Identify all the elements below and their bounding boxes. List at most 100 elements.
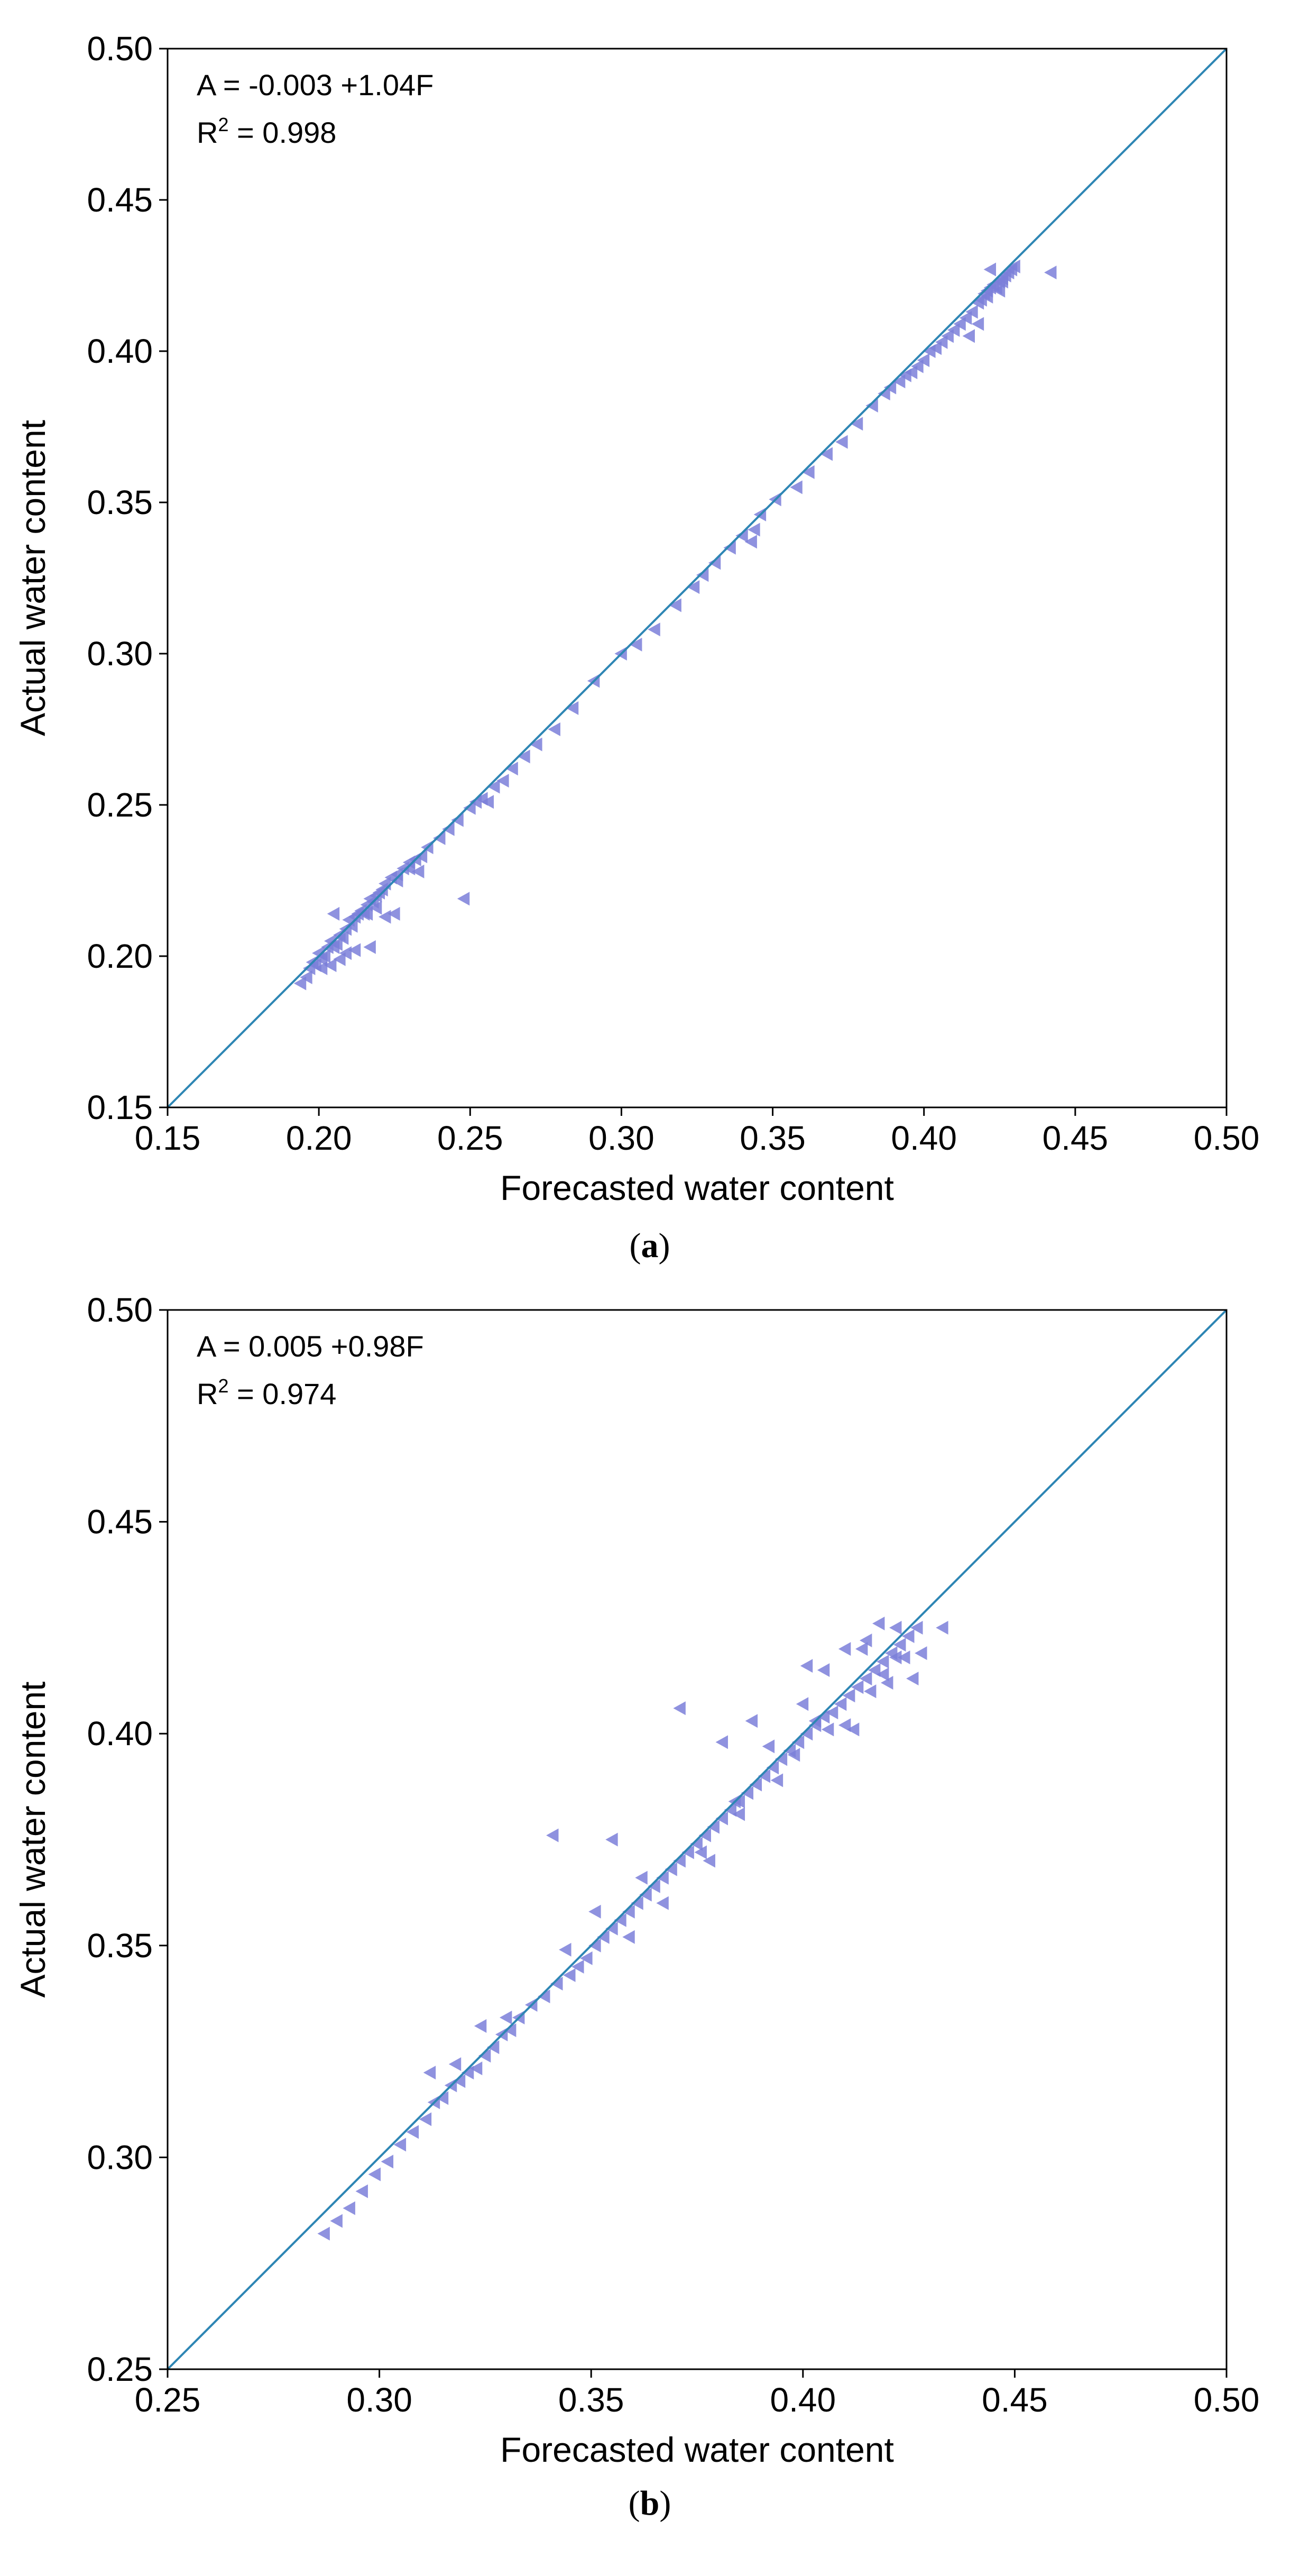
data-point	[877, 1667, 889, 1682]
panel-label-a: (a)	[630, 1226, 670, 1265]
data-point	[1044, 265, 1057, 280]
r-squared-a: R2 = 0.998	[197, 114, 336, 149]
data-point	[423, 2066, 436, 2080]
data-point	[588, 1904, 601, 1919]
data-point	[339, 946, 352, 960]
data-point	[330, 937, 343, 951]
data-point	[419, 2112, 432, 2126]
data-point	[817, 1663, 830, 1677]
data-point	[749, 1777, 762, 1792]
data-point	[614, 1913, 626, 1927]
data-point	[959, 311, 972, 325]
data-point	[442, 822, 455, 836]
data-point	[834, 1697, 847, 1711]
data-point	[883, 380, 897, 395]
x-axis-a: 0.15 0.20 0.25 0.30 0.35 0.40 0.45 0.50	[135, 1107, 1259, 1157]
data-point	[315, 961, 328, 975]
data-point	[433, 831, 446, 845]
data-point	[929, 341, 942, 355]
data-point	[388, 906, 400, 921]
data-point	[343, 2201, 355, 2215]
y-tick-label: 0.30	[87, 2138, 153, 2176]
data-point	[566, 701, 579, 715]
y-tick-label: 0.40	[87, 332, 153, 370]
data-point	[381, 2155, 394, 2169]
data-point	[550, 1976, 563, 1991]
data-point	[846, 1722, 860, 1737]
data-point	[863, 1684, 877, 1699]
data-point	[622, 1904, 635, 1919]
data-point	[941, 329, 954, 343]
data-point	[538, 1989, 550, 2003]
r-squared-exponent-b: 2	[218, 1375, 228, 1397]
data-point	[360, 906, 373, 921]
identity-line-b	[167, 1309, 1228, 2370]
data-point	[732, 1807, 745, 1821]
data-point	[330, 2214, 343, 2228]
data-point	[703, 1854, 715, 1868]
data-point	[363, 940, 376, 954]
y-tick-label: 0.35	[87, 483, 153, 521]
y-tick-label: 0.50	[87, 1291, 153, 1329]
data-point	[463, 801, 476, 815]
data-point	[766, 1761, 779, 1775]
data-point	[911, 359, 924, 373]
data-point	[548, 722, 560, 736]
data-point	[715, 1735, 728, 1749]
x-tick-label: 0.25	[437, 1119, 503, 1157]
data-point	[947, 323, 960, 337]
data-point	[563, 1968, 576, 1982]
data-point	[345, 919, 358, 933]
data-point	[406, 2125, 419, 2139]
data-point	[530, 737, 542, 751]
y-tick-label: 0.25	[87, 2350, 153, 2388]
x-tick-label: 0.15	[135, 1119, 201, 1157]
data-point	[451, 813, 464, 827]
data-point	[605, 1921, 618, 1936]
regression-equation-a: A = -0.003 +1.04F	[197, 68, 434, 102]
data-point	[980, 290, 993, 304]
y-tick-label: 0.35	[87, 1927, 153, 1965]
data-point	[486, 2040, 500, 2055]
data-point	[317, 2226, 330, 2241]
data-point	[588, 1938, 601, 1952]
data-point	[448, 2057, 462, 2071]
data-point	[741, 1786, 754, 1800]
y-tick-label: 0.50	[87, 30, 153, 68]
data-point	[983, 262, 997, 277]
data-point	[851, 1680, 864, 1694]
data-point	[865, 398, 878, 412]
regression-equation-b: A = 0.005 +0.98F	[197, 1330, 424, 1363]
data-point	[457, 892, 470, 906]
x-axis-title-a: Forecasted water content	[500, 1168, 894, 1207]
data-point	[787, 1748, 800, 1762]
data-point	[605, 1832, 618, 1847]
data-point	[571, 1959, 584, 1974]
data-point	[580, 1951, 593, 1965]
data-point	[402, 861, 416, 876]
data-point	[889, 1620, 902, 1635]
data-point	[474, 2019, 487, 2033]
data-point	[707, 1820, 720, 1834]
data-point	[690, 1837, 703, 1851]
data-point	[835, 435, 848, 449]
plot-frame-b	[167, 1309, 1228, 2370]
data-point	[648, 1879, 660, 1893]
data-point	[546, 1828, 559, 1842]
scatter-points-a	[293, 259, 1057, 991]
identity-line-a	[167, 48, 1228, 1108]
y-axis-a: 0.15 0.20 0.25 0.30 0.35 0.40 0.45 0.50	[87, 30, 168, 1126]
data-point	[478, 2049, 491, 2063]
data-point	[965, 305, 978, 319]
data-point	[935, 335, 948, 349]
chart-panel-a: 0.15 0.20 0.25 0.30 0.35 0.40 0.45 0.50 0.15 0.2…	[13, 30, 1259, 1265]
y-tick-label: 0.30	[87, 635, 153, 673]
data-point	[461, 2066, 474, 2080]
data-point	[723, 540, 736, 555]
data-point	[327, 906, 340, 921]
data-point	[898, 1650, 910, 1664]
data-point	[694, 1845, 707, 1859]
data-point	[698, 1828, 711, 1842]
r-squared-symbol-b: R	[197, 1377, 218, 1410]
